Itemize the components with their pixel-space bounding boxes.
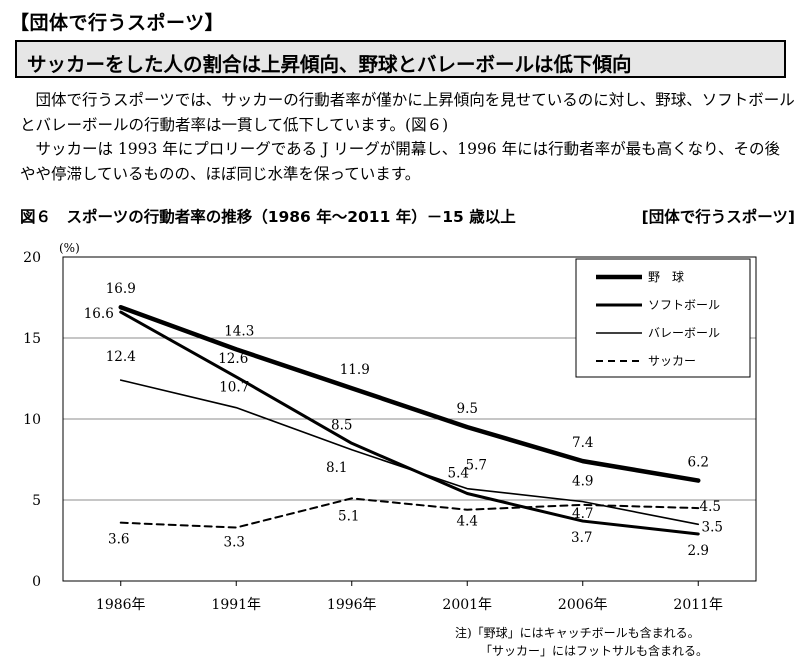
y-tick-label: 15 [23,331,41,347]
x-tick-label: 1986年 [96,597,146,613]
legend-label: 野 球 [648,270,684,284]
data-label: 3.6 [108,532,129,548]
y-unit-label: (%) [59,241,80,255]
legend-label: ソフトボール [648,298,720,312]
data-label: 4.7 [572,506,593,522]
data-label: 9.5 [457,401,478,417]
series-line [119,497,700,529]
data-label: 16.6 [84,306,114,322]
figure-notes: 注)「野球」にはキャッチボールも含まれる。 「サッカー」にはフットサルも含まれる… [455,624,708,660]
data-label: 7.4 [572,435,593,451]
note-1: 注)「野球」にはキャッチボールも含まれる。 [455,626,700,640]
line-chart: 0 5 10 15 20 (%) 1986年 1991年 1996年 2001年 2006年 2011… [23,241,757,613]
data-label: 5.1 [338,508,359,524]
data-label: 4.4 [457,514,478,530]
legend-label: バレーボール [648,326,720,340]
note-2: 「サッカー」にはフットサルも含まれる。 [480,644,709,658]
x-tick-label: 2006年 [558,597,608,613]
data-label: 10.7 [219,380,249,396]
figure-tag: [団体で行うスポーツ] [641,208,795,226]
data-label: 5.4 [448,466,469,482]
data-label: 12.4 [106,349,136,365]
plot-frame [62,256,757,582]
series-line [118,304,701,483]
data-label: 16.9 [106,281,136,297]
data-label: 11.9 [340,362,370,378]
section-title: 【団体で行うスポーツ】 [10,12,225,34]
data-label: 4.9 [572,474,593,490]
y-tick-label: 10 [23,412,41,428]
data-label: 8.1 [326,460,347,476]
body-text: 団体で行うスポーツでは、サッカーの行動者率が僅かに上昇傾向を見せているのに対し、… [20,88,795,186]
x-tick-label: 1996年 [327,597,377,613]
y-tick-label: 5 [32,493,41,509]
legend-box [575,258,751,378]
data-label: 4.5 [700,499,721,515]
data-label: 14.3 [224,323,254,339]
data-label: 3.7 [571,530,592,546]
x-tick-label: 2011年 [673,597,723,613]
y-tick-label: 20 [23,250,41,266]
x-tick-label: 1991年 [211,597,261,613]
data-label: 6.2 [688,455,709,471]
series-line [119,379,700,526]
data-label: 12.6 [218,351,248,367]
legend-label: サッカー [648,354,696,368]
y-tick-label: 0 [32,574,41,590]
data-label: 2.9 [688,543,709,559]
data-label: 5.7 [466,458,487,474]
data-label: 8.5 [331,417,352,433]
paragraph-1: 団体で行うスポーツでは、サッカーの行動者率が僅かに上昇傾向を見せているのに対し、… [20,91,795,134]
data-label: 3.3 [224,535,245,551]
x-tick-label: 2001年 [442,597,492,613]
figure-title: 図６ スポーツの行動者率の推移（1986 年～2011 年）－15 歳以上 [20,208,516,226]
data-label: 3.5 [702,519,723,535]
headline: サッカーをした人の割合は上昇傾向、野球とバレーボールは低下傾向 [15,40,786,78]
paragraph-2: サッカーは 1993 年にプロリーグである J リーグが開幕し、1996 年には… [20,140,780,183]
